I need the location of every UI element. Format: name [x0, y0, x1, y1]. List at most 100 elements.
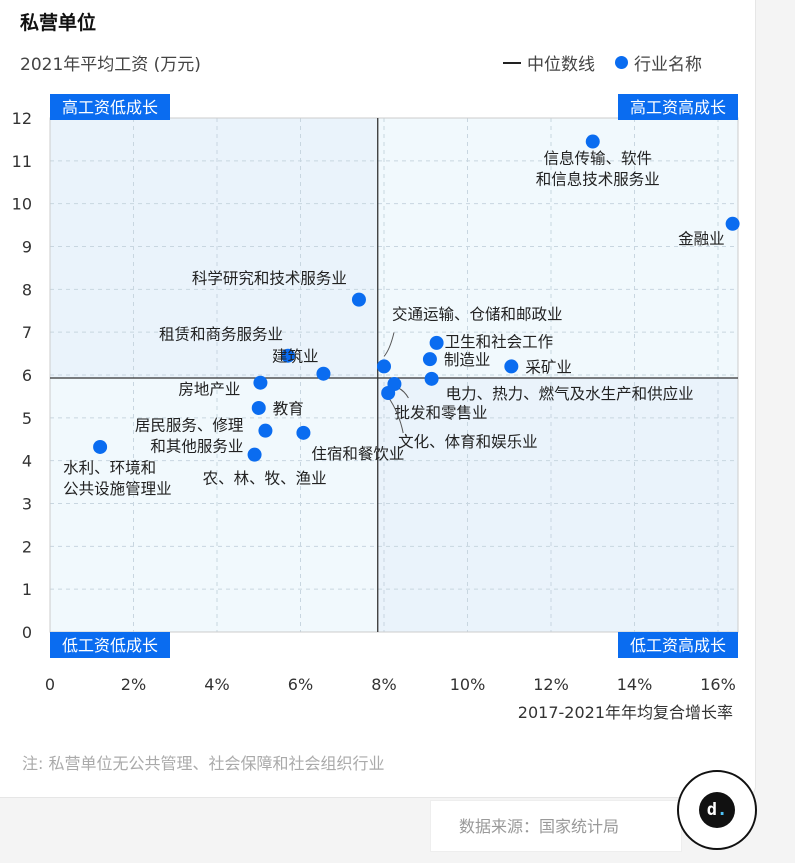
x-tick-label: 4%: [204, 675, 229, 694]
point-label: 批发和零售业: [394, 404, 487, 422]
quadrant-label-top-left: 高工资低成长: [62, 98, 158, 117]
quadrant-label-top-right: 高工资高成长: [630, 98, 726, 117]
legend: 中位数线 行业名称: [503, 50, 702, 75]
data-point: [258, 423, 273, 438]
point-label-line: 教育: [273, 400, 304, 418]
point-label-line: 科学研究和技术服务业: [192, 270, 347, 288]
point-label-line: 居民服务、修理: [135, 417, 244, 435]
point-label: 房地产业: [178, 381, 240, 399]
point-label: 居民服务、修理和其他服务业: [135, 417, 244, 456]
x-tick-label: 0: [45, 675, 55, 694]
point-label-line: 建筑业: [272, 348, 319, 366]
x-tick-label: 14%: [617, 675, 653, 694]
point-dot-icon: [615, 56, 628, 69]
point-label-line: 电力、热力、燃气及水生产和供应业: [446, 384, 694, 403]
point-label-line: 批发和零售业: [394, 404, 487, 422]
y-tick-label: 3: [22, 495, 32, 514]
point-label-line: 和信息技术服务业: [536, 171, 660, 189]
brand-logo: d.: [677, 770, 757, 850]
quadrant-label-bottom-right: 低工资高成长: [630, 636, 726, 655]
y-tick-label: 0: [22, 623, 32, 642]
quadrant-label-bg: [618, 632, 738, 658]
leader-line: [383, 332, 395, 357]
point-label: 采矿业: [525, 358, 572, 376]
data-point: [377, 359, 391, 374]
data-point: [422, 352, 437, 367]
x-tick-label: 6%: [288, 675, 313, 694]
data-point: [296, 425, 311, 440]
x-tick-label: 10%: [450, 675, 486, 694]
footnote: 注: 私营单位无公共管理、社会保障和社会组织行业: [22, 754, 385, 773]
point-label-line: 住宿和餐饮业: [311, 445, 404, 463]
chart-title: 私营单位: [20, 12, 97, 34]
median-line-icon: [503, 61, 521, 64]
data-point: [725, 216, 740, 231]
point-label-line: 制造业: [444, 351, 491, 369]
point-label: 住宿和餐饮业: [311, 445, 404, 463]
data-point: [316, 366, 331, 381]
quadrant-label-bg: [50, 632, 170, 658]
data-point: [253, 375, 268, 390]
data-point: [247, 447, 262, 462]
point-label: 租赁和商务服务业: [159, 326, 283, 344]
y-tick-label: 8: [22, 280, 32, 299]
data-point: [93, 439, 108, 454]
point-label: 金融业: [678, 230, 725, 248]
y-tick-label: 7: [22, 323, 32, 342]
point-label-line: 金融业: [678, 230, 725, 248]
point-label: 文化、体育和娱乐业: [398, 433, 538, 451]
data-point: [351, 292, 366, 307]
y-tick-label: 4: [22, 452, 32, 471]
logo-mark: d.: [699, 792, 735, 828]
point-label: 信息传输、软件和信息技术服务业: [536, 150, 660, 189]
y-axis-label: 2021年平均工资 (万元): [20, 55, 201, 75]
point-label: 制造业: [444, 351, 491, 369]
y-tick-label: 6: [22, 366, 32, 385]
point-label-line: 公共设施管理业: [63, 480, 172, 498]
y-tick-label: 12: [12, 109, 32, 128]
x-tick-label: 2%: [121, 675, 146, 694]
y-tick-label: 10: [12, 195, 32, 214]
data-point: [280, 348, 295, 363]
point-label-line: 房地产业: [178, 381, 240, 399]
point-label-line: 信息传输、软件: [543, 150, 652, 168]
legend-industry-label: 行业名称: [634, 55, 702, 75]
x-tick-label: 8%: [371, 675, 396, 694]
source-box: 数据来源：国家统计局: [430, 800, 682, 852]
point-label: 交通运输、仓储和邮政业: [392, 305, 563, 323]
y-tick-label: 11: [12, 152, 32, 171]
point-label-line: 和其他服务业: [150, 438, 243, 456]
quadrant-label-bg: [50, 94, 170, 120]
data-point: [251, 400, 266, 415]
y-tick-label: 5: [22, 409, 32, 428]
quadrant-label-bg: [618, 94, 738, 120]
source-text: 数据来源：国家统计局: [459, 817, 620, 836]
x-tick-label: 16%: [700, 675, 736, 694]
data-point: [381, 385, 396, 400]
y-tick-label: 9: [22, 238, 32, 257]
data-point: [429, 335, 444, 350]
point-label: 农、林、牧、渔业: [203, 470, 327, 488]
point-label-line: 卫生和社会工作: [445, 333, 554, 351]
point-label-line: 农、林、牧、渔业: [203, 470, 327, 488]
y-tick-label: 1: [22, 580, 32, 599]
data-point: [424, 371, 439, 386]
quadrant-label-bottom-left: 低工资低成长: [62, 636, 158, 655]
point-label: 卫生和社会工作: [445, 333, 554, 351]
point-label: 建筑业: [272, 348, 319, 366]
point-label-line: 水利、环境和: [63, 458, 156, 477]
y-tick-label: 2: [22, 537, 32, 556]
x-axis-label: 2017-2021年年均复合增长率: [518, 703, 733, 722]
point-label: 教育: [273, 400, 304, 418]
x-tick-label: 12%: [533, 675, 569, 694]
plot-border: [49, 117, 739, 633]
legend-median-label: 中位数线: [527, 55, 595, 75]
point-label: 科学研究和技术服务业: [192, 270, 347, 288]
point-label: 电力、热力、燃气及水生产和供应业: [446, 384, 694, 403]
point-label-line: 文化、体育和娱乐业: [398, 433, 538, 451]
point-label-line: 采矿业: [525, 358, 572, 376]
point-label: 水利、环境和公共设施管理业: [63, 458, 172, 498]
point-label-line: 租赁和商务服务业: [159, 326, 283, 344]
point-label-line: 交通运输、仓储和邮政业: [392, 305, 563, 323]
